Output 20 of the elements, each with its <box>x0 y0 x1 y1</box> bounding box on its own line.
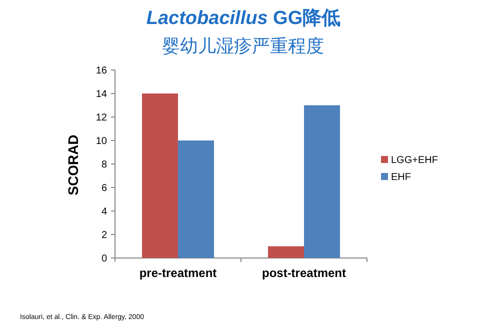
x-tick-label: post-treatment <box>262 266 346 280</box>
legend-label: LGG+EHF <box>391 155 438 166</box>
bar <box>142 94 178 258</box>
y-tick-label: 4 <box>101 206 108 218</box>
chart-title: Lactobacillus GG降低 <box>145 7 342 31</box>
bar <box>304 105 340 258</box>
x-tick-label: pre-treatment <box>139 266 217 280</box>
y-tick-label: 2 <box>101 230 108 241</box>
bar <box>268 246 304 258</box>
y-tick-label: 14 <box>96 89 108 100</box>
y-tick-label: 16 <box>96 66 108 76</box>
y-tick-label: 8 <box>101 160 108 170</box>
y-tick-label: 0 <box>101 254 108 264</box>
y-tick-label: 10 <box>96 136 108 147</box>
y-tick-label: 6 <box>101 183 108 194</box>
y-axis-title: SCORAD <box>65 134 81 196</box>
y-tick-label: 12 <box>96 112 108 124</box>
legend-label: EHF <box>391 172 411 183</box>
bar <box>178 140 214 258</box>
chart-subtitle: 婴幼儿湿疹严重程度 <box>162 36 324 56</box>
